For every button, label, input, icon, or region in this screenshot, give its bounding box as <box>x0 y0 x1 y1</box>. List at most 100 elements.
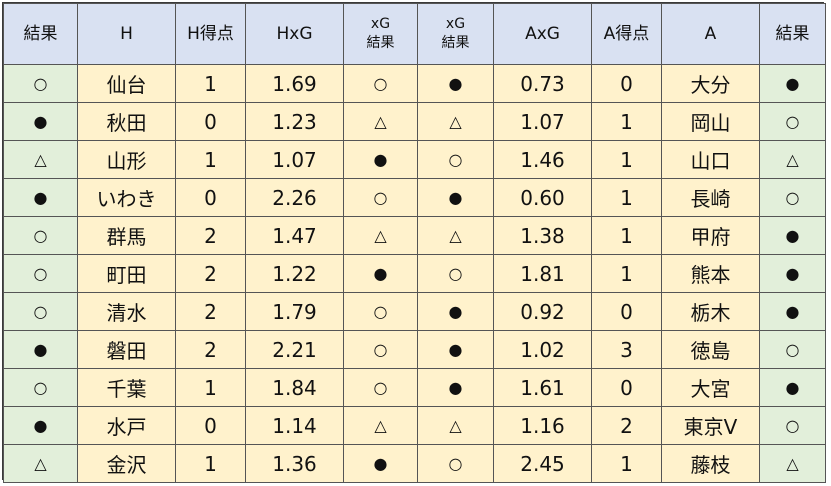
home-team-cell: 山形 <box>77 140 176 179</box>
home-result-cell: ○ <box>3 64 78 103</box>
away-xg-cell: 1.61 <box>493 368 592 407</box>
away-xg-cell: 2.45 <box>493 444 592 483</box>
header-home-xg: HxG <box>245 3 344 65</box>
table-row: ● 磐田 2 2.21 ○ ● 1.02 3 徳島 ○ <box>3 330 826 369</box>
home-team-cell: 千葉 <box>77 368 176 407</box>
home-xg-cell: 2.21 <box>245 330 344 369</box>
away-team-cell: 大宮 <box>661 368 760 407</box>
away-goals-cell: 1 <box>591 140 662 179</box>
home-xg-cell: 1.36 <box>245 444 344 483</box>
home-result-cell: ○ <box>3 254 78 293</box>
table-row: △ 山形 1 1.07 ● ○ 1.46 1 山口 △ <box>3 140 826 179</box>
table-body: ○ 仙台 1 1.69 ○ ● 0.73 0 大分 ● ● 秋田 0 1.23 △ △ 1.07 1 岡山 ○ △ 山形 1… <box>3 64 826 483</box>
home-goals-cell: 0 <box>175 102 246 141</box>
home-xg-result-cell: ○ <box>343 368 418 407</box>
home-xg-result-cell: ○ <box>343 178 418 217</box>
away-result-cell: △ <box>759 444 826 483</box>
away-team-cell: 山口 <box>661 140 760 179</box>
away-xg-result-cell: ○ <box>417 444 494 483</box>
away-goals-cell: 0 <box>591 64 662 103</box>
table-row: ○ 千葉 1 1.84 ○ ● 1.61 0 大宮 ● <box>3 368 826 407</box>
away-goals-cell: 0 <box>591 292 662 331</box>
home-xg-result-cell: △ <box>343 102 418 141</box>
away-xg-result-cell: ● <box>417 292 494 331</box>
home-xg-result-cell: △ <box>343 216 418 255</box>
table-row: ○ 清水 2 1.79 ○ ● 0.92 0 栃木 ● <box>3 292 826 331</box>
away-result-cell: ● <box>759 368 826 407</box>
away-result-cell: ○ <box>759 102 826 141</box>
home-team-cell: 磐田 <box>77 330 176 369</box>
home-xg-result-cell: ● <box>343 444 418 483</box>
header-away-xg: AxG <box>493 3 592 65</box>
header-home-result: 結果 <box>3 3 78 65</box>
home-team-cell: 清水 <box>77 292 176 331</box>
table-row: ● 秋田 0 1.23 △ △ 1.07 1 岡山 ○ <box>3 102 826 141</box>
home-result-cell: ● <box>3 102 78 141</box>
home-xg-cell: 1.69 <box>245 64 344 103</box>
header-home-xg-result: xG 結果 <box>343 3 418 65</box>
away-goals-cell: 0 <box>591 368 662 407</box>
home-goals-cell: 0 <box>175 178 246 217</box>
home-result-cell: ● <box>3 178 78 217</box>
home-goals-cell: 2 <box>175 254 246 293</box>
home-xg-cell: 1.84 <box>245 368 344 407</box>
home-result-cell: ○ <box>3 216 78 255</box>
home-xg-cell: 1.22 <box>245 254 344 293</box>
home-team-cell: いわき <box>77 178 176 217</box>
header-away-goals: A得点 <box>591 3 662 65</box>
table-row: ○ 仙台 1 1.69 ○ ● 0.73 0 大分 ● <box>3 64 826 103</box>
table-row: ○ 町田 2 1.22 ● ○ 1.81 1 熊本 ● <box>3 254 826 293</box>
home-goals-cell: 1 <box>175 140 246 179</box>
home-result-cell: △ <box>3 140 78 179</box>
home-result-cell: ○ <box>3 368 78 407</box>
home-team-cell: 仙台 <box>77 64 176 103</box>
away-xg-cell: 1.46 <box>493 140 592 179</box>
home-team-cell: 金沢 <box>77 444 176 483</box>
home-xg-result-cell: ○ <box>343 64 418 103</box>
table-row: ● 水戸 0 1.14 △ △ 1.16 2 東京V ○ <box>3 406 826 445</box>
home-goals-cell: 1 <box>175 64 246 103</box>
home-goals-cell: 1 <box>175 368 246 407</box>
home-xg-cell: 2.26 <box>245 178 344 217</box>
home-result-cell: △ <box>3 444 78 483</box>
away-result-cell: ○ <box>759 406 826 445</box>
away-xg-cell: 1.81 <box>493 254 592 293</box>
away-team-cell: 栃木 <box>661 292 760 331</box>
away-team-cell: 長崎 <box>661 178 760 217</box>
header-away-xg-result: xG 結果 <box>417 3 494 65</box>
away-result-cell: ● <box>759 254 826 293</box>
home-goals-cell: 2 <box>175 216 246 255</box>
away-xg-cell: 0.92 <box>493 292 592 331</box>
header-row: 結果 H H得点 HxG xG 結果 xG 結果 AxG A得点 A 結果 <box>3 3 826 65</box>
away-xg-result-cell: ● <box>417 368 494 407</box>
home-xg-cell: 1.79 <box>245 292 344 331</box>
away-xg-result-cell: ● <box>417 178 494 217</box>
away-team-cell: 甲府 <box>661 216 760 255</box>
header-away-team: A <box>661 3 760 65</box>
away-result-cell: ● <box>759 216 826 255</box>
away-xg-cell: 0.73 <box>493 64 592 103</box>
away-xg-result-cell: ● <box>417 64 494 103</box>
home-goals-cell: 1 <box>175 444 246 483</box>
home-goals-cell: 2 <box>175 292 246 331</box>
away-goals-cell: 1 <box>591 216 662 255</box>
home-xg-result-cell: ○ <box>343 292 418 331</box>
away-goals-cell: 3 <box>591 330 662 369</box>
away-xg-result-cell: ○ <box>417 140 494 179</box>
home-team-cell: 水戸 <box>77 406 176 445</box>
away-team-cell: 東京V <box>661 406 760 445</box>
away-team-cell: 熊本 <box>661 254 760 293</box>
away-xg-result-cell: ● <box>417 330 494 369</box>
away-xg-result-cell: △ <box>417 216 494 255</box>
table-row: △ 金沢 1 1.36 ● ○ 2.45 1 藤枝 △ <box>3 444 826 483</box>
away-team-cell: 藤枝 <box>661 444 760 483</box>
away-xg-result-cell: △ <box>417 406 494 445</box>
home-xg-cell: 1.07 <box>245 140 344 179</box>
away-goals-cell: 1 <box>591 178 662 217</box>
home-result-cell: ● <box>3 330 78 369</box>
away-result-cell: ● <box>759 64 826 103</box>
home-result-cell: ● <box>3 406 78 445</box>
away-xg-cell: 1.38 <box>493 216 592 255</box>
away-xg-cell: 1.02 <box>493 330 592 369</box>
